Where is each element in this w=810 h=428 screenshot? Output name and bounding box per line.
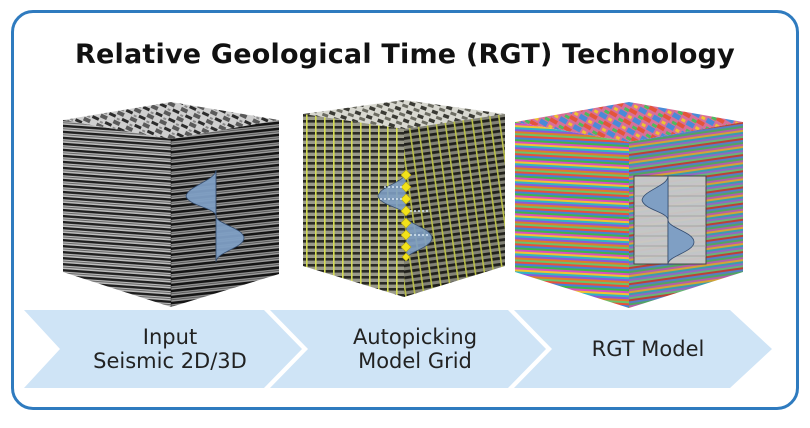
arrow-step-3 <box>514 310 772 388</box>
step-1-line2: Seismic 2D/3D <box>93 349 247 373</box>
rgt-model-cube <box>515 102 743 308</box>
grid-cube-right-face <box>404 114 505 297</box>
seismic-cube-right-face <box>171 120 279 307</box>
arrow-step-1 <box>24 310 302 388</box>
grid-cube-left-face <box>303 114 404 297</box>
step-1-label: Input Seismic 2D/3D <box>60 325 280 373</box>
step-3-line1: RGT Model <box>591 337 705 361</box>
wavelet-panel <box>633 175 707 265</box>
seismic-cube <box>63 102 279 307</box>
rgt-cube-left-face <box>515 122 629 308</box>
grid-cube-top <box>303 100 505 129</box>
seismic-cube-left-face <box>63 120 171 307</box>
step-1-line1: Input <box>142 325 198 349</box>
model-grid-cube <box>303 100 505 297</box>
step-3-label: RGT Model <box>548 337 748 361</box>
step-2-label: Autopicking Model Grid <box>300 325 530 373</box>
diagram-title: Relative Geological Time (RGT) Technolog… <box>75 39 735 70</box>
process-arrows <box>24 310 772 388</box>
wavelet-icon <box>641 175 695 265</box>
pick-marker-icons <box>400 169 412 262</box>
wavelet-icon <box>185 169 245 263</box>
seismic-cube-top <box>63 102 279 139</box>
step-2-line1: Autopicking <box>352 325 478 349</box>
step-2-line2: Model Grid <box>358 349 472 373</box>
arrow-step-2 <box>270 310 546 388</box>
